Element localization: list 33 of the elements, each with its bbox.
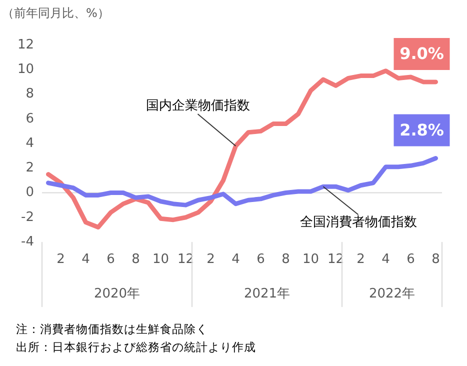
text: 注：消費者物価指数は生鮮食品除く — [16, 322, 208, 336]
data-label: 2.8% — [400, 120, 444, 140]
x-tick-label: 10 — [302, 252, 320, 268]
data-label: 9.0% — [400, 44, 444, 64]
x-tick-label: 8 — [282, 252, 290, 268]
x-tick-label: 2 — [206, 252, 215, 268]
text: 出所：日本銀行および総務省の統計より作成 — [16, 340, 256, 354]
y-tick-label: 10 — [17, 62, 34, 77]
y-tick-label: 4 — [26, 136, 34, 151]
x-tick-label: 8 — [432, 252, 440, 268]
y-tick-label: 6 — [26, 111, 34, 126]
series-label: 国内企業物価指数 — [146, 98, 250, 114]
x-tick-label: 4 — [232, 252, 240, 268]
y-tick-label: 0 — [26, 185, 34, 200]
y-tick-label: -2 — [21, 210, 34, 225]
y-tick-label: 2 — [26, 160, 34, 176]
text: 2021年 — [244, 286, 290, 302]
text: 2020年 — [94, 286, 140, 302]
x-tick-label: 2 — [56, 252, 65, 268]
x-tick-label: 6 — [106, 252, 115, 268]
y-axis-title: （前年同月比、%） — [2, 6, 110, 20]
x-tick-label: 10 — [152, 252, 170, 268]
y-tick-label: 8 — [26, 86, 34, 102]
series-label: 全国消費者物価指数 — [300, 214, 417, 230]
text: 2022年 — [368, 286, 416, 302]
y-tick-label: 12 — [17, 37, 34, 52]
x-tick-label: 4 — [382, 252, 390, 268]
x-tick-label: 8 — [132, 252, 140, 268]
x-tick-label: 2 — [356, 252, 365, 268]
x-tick-label: 6 — [406, 252, 415, 268]
x-tick-label: 4 — [82, 252, 90, 268]
x-tick-label: 6 — [256, 252, 265, 268]
y-tick-label: -4 — [21, 234, 34, 250]
